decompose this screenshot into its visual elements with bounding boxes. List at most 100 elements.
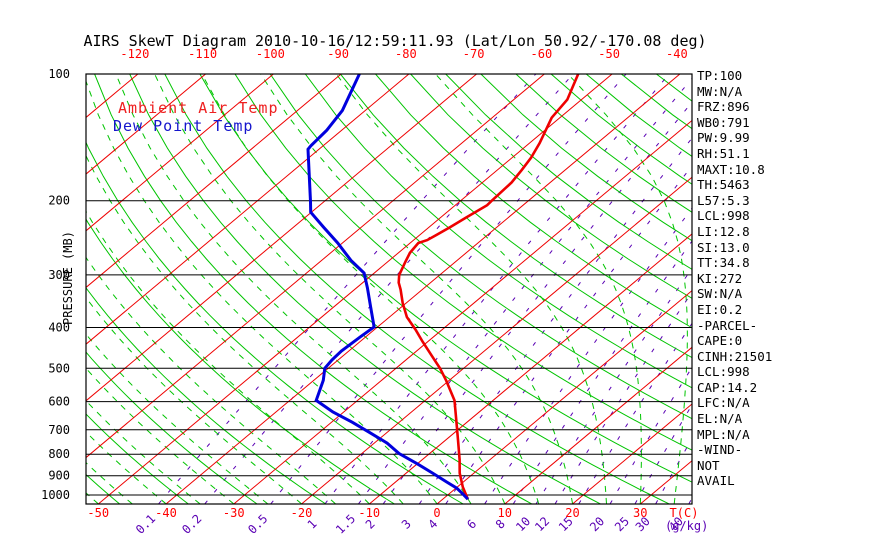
isotherm-line (86, 74, 274, 232)
top-temp-tick: -40 (666, 47, 688, 61)
dew-point-curve (306, 74, 469, 501)
top-temp-tick: -120 (120, 47, 149, 61)
isotherm-line (504, 346, 692, 504)
isotherm-line (86, 74, 342, 289)
moist-adiabat-line (435, 74, 642, 504)
pressure-tick: 200 (48, 194, 70, 208)
isotherm-line (165, 74, 681, 504)
mixing-ratio-tick: 6 (464, 517, 479, 532)
stat-line-6: MAXT:10.8 (697, 161, 765, 177)
mixing-ratio-tick: 20 (587, 514, 607, 534)
dry-adiabat-line (86, 413, 189, 504)
stats-panel: TP:100 MW:N/A FRZ:896 WB0:791 PW:9.99 RH:51.1… (697, 68, 772, 489)
isotherm-line (301, 176, 692, 504)
stat-line-16: -PARCEL- (697, 317, 758, 333)
stat-line-2: FRZ:896 (697, 99, 750, 115)
stat-line-0: TP:100 (697, 68, 743, 83)
dry-adiabat-line (304, 74, 692, 389)
stat-line-12: TT:34.8 (697, 255, 750, 271)
legend-ambient-air-temp: Ambient Air Temp (118, 99, 279, 117)
moist-adiabat-line (86, 333, 269, 504)
bottom-temp-tick: 10 (498, 506, 512, 520)
dry-adiabat-line (375, 74, 692, 329)
stat-line-9: LCL:998 (697, 208, 750, 224)
mixing-ratio-line (358, 77, 692, 504)
dry-adiabat-line (86, 351, 258, 504)
stat-line-17: CAPE:0 (697, 333, 743, 349)
plot-area (86, 74, 870, 504)
plot-border (85, 73, 693, 505)
mixing-ratio-tick: 10 (513, 514, 533, 534)
isotherm-line (97, 74, 613, 504)
mixing-ratio-tick: 12 (532, 514, 552, 534)
moist-adiabat-line (201, 74, 540, 504)
top-temp-tick: -90 (327, 47, 349, 61)
pressure-axis-label: PRESSURE (MB) (61, 231, 75, 325)
moist-adiabat-line (86, 256, 336, 504)
mixing-ratio-tick: 1.5 (333, 512, 358, 537)
isotherm-line (86, 74, 545, 459)
pressure-tick: 800 (48, 447, 70, 461)
bottom-temp-tick: -30 (223, 506, 245, 520)
pressure-tick: 900 (48, 469, 70, 483)
moist-adiabat-line (567, 74, 688, 504)
isotherm-line (86, 74, 206, 175)
bottom-temp-tick: -10 (358, 506, 380, 520)
isotherm-line (844, 74, 870, 504)
moist-adiabat-line (86, 492, 99, 504)
mixing-ratio-tick: 25 (612, 514, 632, 534)
moist-adiabat-line (260, 74, 574, 504)
top-temp-tick: -80 (395, 47, 417, 61)
pressure-tick: 300 (48, 268, 70, 282)
dry-adiabat-line (94, 74, 532, 504)
pressure-tick: 400 (48, 320, 70, 334)
mixing-ratio-unit: (g/kg) (665, 519, 708, 533)
dry-adiabat-line (86, 286, 326, 504)
isotherm-line (233, 119, 692, 504)
stat-line-21: LFC:N/A (697, 395, 750, 411)
dry-adiabat-line (234, 74, 692, 451)
mixing-ratio-tick: 0.2 (179, 512, 204, 537)
isotherm-line (572, 403, 692, 504)
stat-line-3: WB0:791 (697, 114, 750, 130)
isotherm-line (86, 74, 410, 345)
mixing-ratio-line (418, 137, 692, 504)
dry-adiabat-line (129, 74, 601, 504)
moist-adiabat-line (86, 367, 235, 504)
isotherm-line (436, 289, 692, 504)
top-temp-tick: -110 (188, 47, 217, 61)
dry-adiabat-line (199, 74, 692, 483)
mixing-ratio-tick: 3 (399, 517, 414, 532)
bottom-temp-tick: 20 (565, 506, 579, 520)
stat-line-20: CAP:14.2 (697, 379, 758, 395)
mixing-ratio-line (324, 74, 670, 504)
stat-line-24: -WIND- (697, 442, 743, 458)
stat-line-18: CINH:21501 (697, 348, 773, 364)
moist-adiabat-line (115, 74, 472, 504)
bottom-temp-tick: -20 (291, 506, 313, 520)
stat-line-13: KI:272 (697, 270, 743, 286)
chart-title: AIRS SkewT Diagram 2010-10-16/12:59:11.9… (83, 32, 707, 50)
dry-adiabat-line (445, 74, 692, 270)
dry-adiabat-line (410, 74, 692, 299)
stat-line-7: TH:5463 (697, 177, 750, 193)
isotherm-line (368, 233, 692, 504)
stat-line-10: LI:12.8 (697, 223, 750, 239)
stat-line-8: L57:5.3 (697, 192, 750, 208)
stat-line-23: MPL:N/A (697, 426, 750, 442)
dry-adiabat-line (86, 141, 464, 504)
mixing-ratio-line (445, 165, 692, 504)
stat-line-22: EL:N/A (697, 411, 743, 427)
moist-adiabat-line (154, 74, 506, 504)
dry-adiabat-line (269, 74, 692, 420)
stat-line-4: PW:9.99 (697, 130, 750, 146)
stat-line-19: LCL:998 (697, 364, 750, 380)
pressure-tick: 500 (48, 361, 70, 375)
stat-line-26: AVAIL (697, 473, 735, 489)
moist-adiabat-line (86, 400, 201, 504)
stat-line-11: SI:13.0 (697, 239, 750, 255)
dry-adiabat-line (86, 473, 120, 504)
legend-dew-point-temp: Dew Point Temp (113, 117, 254, 135)
